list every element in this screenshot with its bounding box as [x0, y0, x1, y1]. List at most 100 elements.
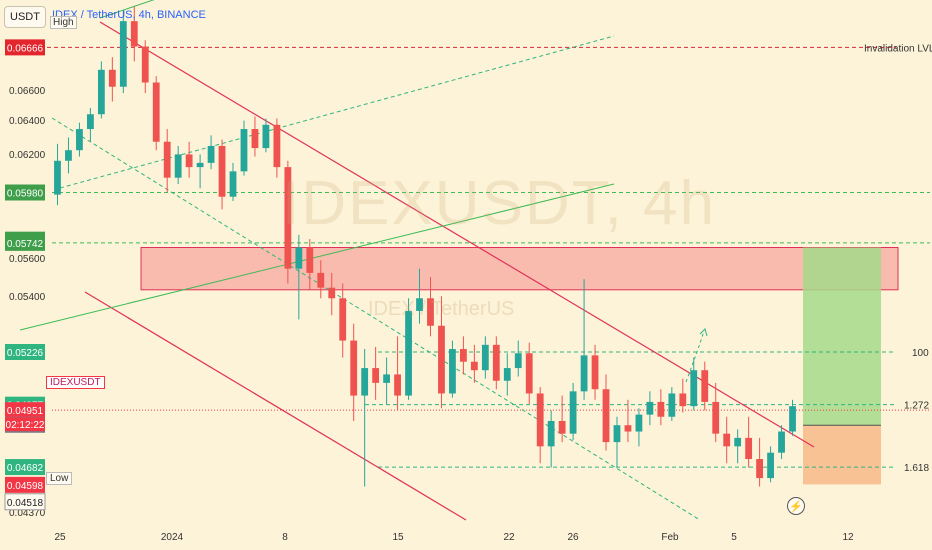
candle-body — [306, 247, 314, 273]
projected-path — [685, 330, 705, 383]
candle-body — [767, 452, 774, 479]
candle-body — [646, 401, 654, 415]
x-tick-label: Feb — [661, 532, 679, 543]
candle-body — [712, 401, 720, 434]
price-tag-value: 0.05980 — [7, 189, 44, 200]
candle-body — [481, 344, 489, 371]
y-tick-label: 0.06400 — [9, 116, 46, 127]
fib-100-label: 100 — [912, 348, 929, 359]
candle-body — [602, 389, 610, 443]
x-tick-label: 25 — [54, 532, 66, 543]
price-tag-box — [5, 39, 45, 56]
candle-body — [218, 145, 226, 197]
candle-body — [240, 129, 248, 172]
low-marker-label: Low — [46, 472, 73, 485]
candle-body — [76, 129, 83, 151]
candle-body — [525, 353, 533, 394]
candle-body — [152, 82, 160, 142]
price-tag-value: 0.05742 — [7, 239, 44, 250]
symbol-watermark: IDEXUSDT, 4h — [282, 169, 717, 238]
candle-body — [514, 353, 522, 369]
lightning-bolt-icon[interactable]: ⚡ — [787, 497, 805, 515]
descending-channel-bottom — [84, 291, 467, 521]
price-tag-box — [5, 184, 45, 201]
position-target-zone — [803, 247, 881, 426]
candle-body — [438, 325, 445, 394]
price-tag-value: 0.04518 — [7, 498, 44, 509]
candle-body — [756, 459, 764, 479]
candle-body — [295, 247, 303, 269]
y-tick-label: 0.05600 — [9, 254, 46, 265]
candle-body — [130, 21, 138, 47]
candle-body — [163, 141, 171, 178]
candle-body — [558, 420, 566, 434]
price-tag-value: 0.04951 — [7, 406, 44, 417]
projected-arrow-head — [699, 328, 708, 337]
x-tick-label: 15 — [392, 532, 404, 543]
price-tag-box — [5, 344, 45, 360]
y-tick-label: 0.06600 — [9, 86, 46, 97]
candle-body — [470, 361, 478, 371]
candle-body — [229, 171, 237, 197]
chart-title: IDEX / TetherUS, 4h, BINANCE — [52, 9, 206, 21]
candle-body — [97, 69, 105, 115]
candle-body — [86, 114, 94, 130]
countdown-timer: 02:12:22 — [6, 420, 45, 431]
candle-body — [635, 414, 643, 432]
candle-body — [591, 355, 599, 390]
candle-body — [185, 154, 193, 168]
countdown-box — [5, 417, 45, 432]
candle-body — [372, 368, 380, 383]
candle-body — [503, 368, 511, 381]
pair-watermark: IDEX / TetherUS — [368, 298, 515, 320]
invalidation-label: Invalidation LVL — [864, 43, 932, 54]
candle-body — [492, 344, 500, 381]
candle-body — [273, 124, 281, 168]
price-tag-value: 0.06666 — [7, 43, 44, 54]
candle-body — [54, 160, 61, 195]
candle-body — [284, 167, 292, 269]
candle-body — [207, 145, 215, 163]
price-tag-value: 0.04682 — [7, 463, 44, 474]
price-tag-box — [5, 234, 45, 251]
price-tag-value: 0.04598 — [7, 481, 44, 492]
candle-body — [405, 310, 412, 396]
candle-body — [383, 374, 391, 383]
candle-body — [394, 374, 401, 396]
price-tag-box — [4, 493, 46, 511]
upper-dashed-trendline — [59, 35, 615, 189]
candle-body — [613, 425, 621, 443]
candle-body — [580, 355, 588, 392]
price-tag-box — [5, 402, 45, 419]
position-stop-zone — [803, 425, 881, 485]
y-tick-label: 0.05400 — [9, 292, 46, 303]
price-tag-box — [5, 476, 45, 493]
candle-body — [547, 420, 555, 447]
candle-body — [251, 129, 259, 149]
candle-body — [317, 272, 325, 288]
rising-trendline-top — [99, 0, 155, 19]
candle-body — [701, 370, 709, 402]
candle-body — [141, 46, 149, 83]
candle-body — [196, 162, 204, 168]
x-tick-label: 2024 — [161, 532, 184, 543]
resistance-zone — [140, 247, 899, 291]
candle-body — [339, 298, 347, 341]
candle-body — [679, 393, 687, 407]
y-tick-label: 0.06200 — [9, 150, 46, 161]
candle-body — [108, 69, 116, 87]
candle-body — [449, 349, 456, 394]
candle-body — [262, 124, 270, 149]
candle-body — [361, 368, 369, 396]
candle-body — [459, 349, 467, 362]
candle-body — [734, 437, 742, 447]
candle-body — [668, 393, 676, 417]
candle-body — [119, 21, 127, 87]
symbol-search-button[interactable]: USDT — [4, 6, 46, 28]
x-tick-label: 8 — [282, 532, 288, 543]
candle-body — [536, 393, 544, 447]
fib-1618-label: 1.618 — [904, 463, 929, 474]
x-tick-label: 22 — [503, 532, 515, 543]
